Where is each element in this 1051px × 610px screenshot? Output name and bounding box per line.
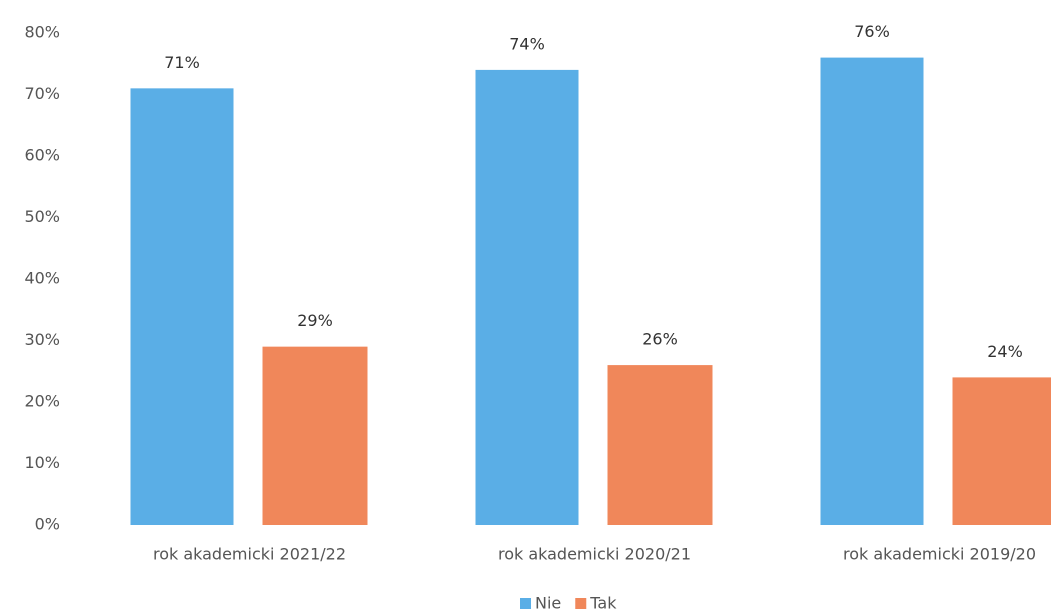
bar	[820, 57, 924, 525]
bar	[952, 377, 1051, 525]
legend-swatch	[520, 598, 531, 609]
value-label: 74%	[509, 34, 545, 53]
legend-label: Tak	[589, 594, 617, 610]
bar	[475, 69, 579, 526]
bar	[130, 88, 234, 525]
y-tick-label: 40%	[24, 269, 60, 288]
x-tick-label: rok akademicki 2021/22	[153, 545, 346, 564]
y-tick-label: 60%	[24, 146, 60, 165]
y-tick-label: 0%	[35, 515, 60, 534]
legend-swatch	[575, 598, 587, 609]
value-label: 76%	[854, 22, 890, 41]
bar	[607, 365, 713, 525]
bar	[262, 346, 368, 525]
value-label: 26%	[642, 330, 678, 349]
value-label: 24%	[987, 342, 1023, 361]
value-label: 29%	[297, 311, 333, 330]
y-tick-label: 20%	[24, 392, 60, 411]
y-tick-label: 10%	[24, 453, 60, 472]
x-tick-label: rok akademicki 2020/21	[498, 545, 691, 564]
y-tick-label: 70%	[24, 84, 60, 103]
x-tick-label: rok akademicki 2019/20	[843, 545, 1036, 564]
y-tick-label: 50%	[24, 207, 60, 226]
value-label: 71%	[164, 53, 200, 72]
y-tick-label: 30%	[24, 330, 60, 349]
legend-label: Nie	[535, 594, 561, 610]
y-tick-label: 80%	[24, 23, 60, 42]
